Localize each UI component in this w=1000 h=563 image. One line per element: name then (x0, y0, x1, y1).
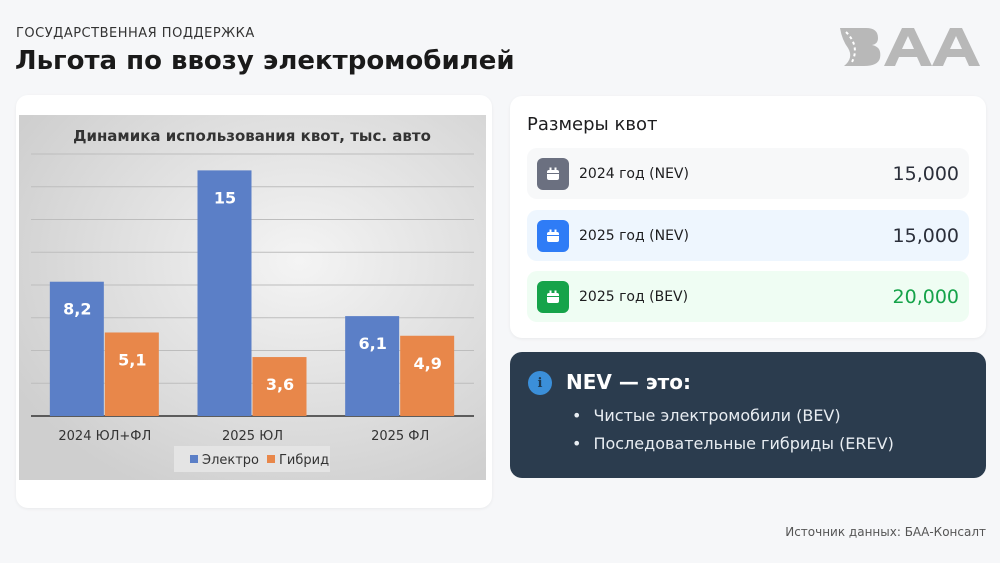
quota-label: 2025 год (BEV) (579, 288, 689, 305)
data-label: 8,2 (63, 300, 91, 319)
quota-value: 15,000 (892, 224, 959, 247)
quota-value: 20,000 (892, 285, 959, 308)
category-label: 2025 ЮЛ (222, 429, 283, 444)
chart-title: Динамика использования квот, тыс. авто (73, 127, 431, 145)
nev-item: Последовательные гибриды (EREV) (572, 434, 893, 462)
quota-row: 2025 год (NEV) 15,000 (527, 210, 969, 261)
legend-swatch-hybrid (267, 455, 275, 463)
calendar-icon (537, 219, 569, 252)
quota-label: 2024 год (NEV) (579, 165, 689, 182)
bar-electro (49, 281, 104, 416)
data-label: 4,9 (413, 354, 441, 373)
info-icon: i (528, 371, 552, 395)
nev-info-box: i NEV — это: Чистые электромобили (BEV) … (510, 352, 986, 478)
data-source: Источник данных: БАА-Консалт (785, 525, 986, 539)
quota-value: 15,000 (892, 162, 959, 185)
legend-swatch-electro (190, 455, 198, 463)
usage-chart: Динамика использования квот, тыс. авто 8… (19, 115, 486, 480)
category-label: 2024 ЮЛ+ФЛ (58, 429, 151, 444)
legend: Электро Гибрид (174, 446, 330, 472)
data-label: 15 (214, 188, 236, 207)
nev-title: NEV — это: (566, 370, 691, 394)
quota-title: Размеры квот (527, 114, 658, 135)
chart-card: Динамика использования квот, тыс. авто 8… (16, 95, 492, 508)
nev-item: Чистые электромобили (BEV) (572, 406, 894, 434)
bar-electro (345, 316, 400, 416)
bar-hybrid (104, 332, 159, 416)
section-kicker: ГОСУДАРСТВЕННАЯ ПОДДЕРЖКА (16, 26, 255, 41)
quota-label: 2025 год (NEV) (579, 227, 689, 244)
category-label: 2025 ФЛ (371, 429, 429, 444)
calendar-icon (537, 280, 569, 313)
legend-electro: Электро (202, 453, 259, 468)
bar-hybrid (252, 357, 307, 416)
data-label: 6,1 (358, 334, 386, 353)
bar-electro (197, 170, 252, 416)
data-label: 5,1 (118, 350, 146, 369)
data-label: 3,6 (266, 375, 294, 394)
page-title: Льгота по ввозу электромобилей (15, 46, 515, 76)
quota-row: 2025 год (BEV) 20,000 (527, 271, 969, 322)
quota-row: 2024 год (NEV) 15,000 (527, 148, 969, 199)
legend-hybrid: Гибрид (279, 453, 329, 468)
bar-hybrid (400, 335, 455, 416)
quota-card: Размеры квот 2024 год (NEV) 15,000 2025 го… (510, 96, 986, 338)
baa-logo (840, 28, 980, 66)
calendar-icon (537, 157, 569, 190)
